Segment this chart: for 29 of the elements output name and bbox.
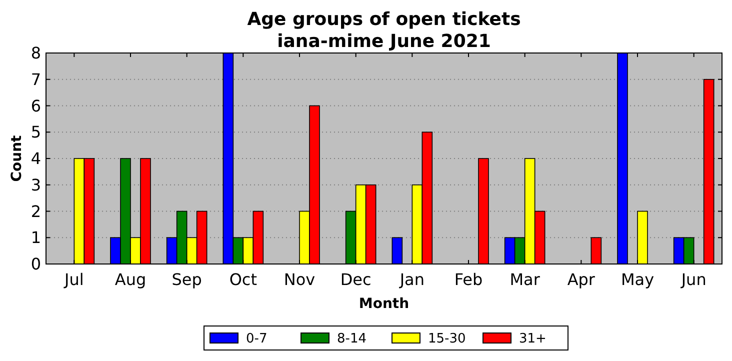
legend-label: 31+: [519, 332, 546, 347]
y-tick-label: 7: [30, 70, 41, 89]
x-axis-title: Month: [358, 296, 410, 312]
x-tick-label: Nov: [284, 270, 316, 289]
x-tick-label: Dec: [340, 270, 372, 289]
legend-label: 8-14: [337, 332, 367, 347]
x-tick-label: Jul: [64, 270, 84, 289]
x-tick-label: Sep: [172, 270, 202, 289]
y-tick-label: 8: [30, 44, 41, 63]
legend-label: 0-7: [246, 332, 268, 347]
chart-subtitle: iana-mime June 2021: [277, 31, 491, 52]
chart-title: Age groups of open tickets: [247, 9, 521, 30]
legend-label: 15-30: [428, 332, 466, 347]
y-tick-label: 5: [30, 122, 41, 142]
y-tick-label: 6: [30, 96, 41, 116]
y-tick-label: 1: [30, 228, 41, 248]
y-tick-label: 0: [30, 254, 41, 274]
x-tick-label: Oct: [229, 270, 258, 289]
x-tick-label: Apr: [567, 270, 596, 289]
x-tick-label: Mar: [510, 270, 540, 289]
y-axis-title: Count: [9, 134, 25, 182]
x-tick-label: Feb: [454, 270, 483, 289]
x-tick-label: Jan: [398, 270, 425, 289]
x-tick-label: May: [620, 270, 654, 289]
y-tick-label: 2: [30, 202, 41, 221]
y-tick-label: 3: [30, 175, 41, 194]
x-tick-label: Aug: [114, 270, 146, 289]
x-tick-label: Jun: [680, 270, 706, 289]
y-tick-label: 4: [30, 149, 41, 168]
